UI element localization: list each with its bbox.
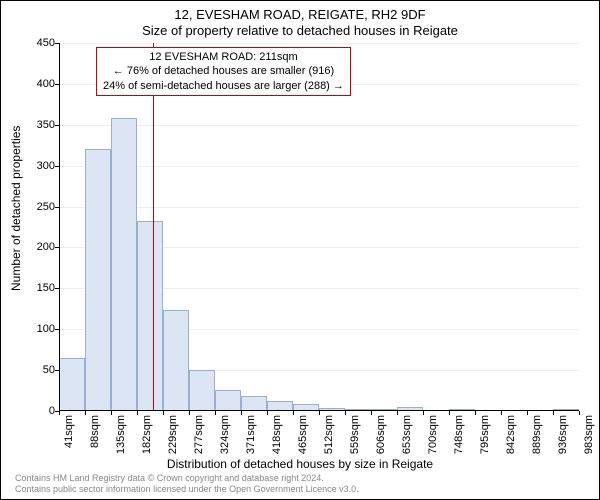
chart-container: 12, EVESHAM ROAD, REIGATE, RH2 9DF Size …	[0, 0, 600, 500]
histogram-bar	[59, 358, 85, 411]
x-tick-label: 842sqm	[505, 415, 517, 454]
y-axis-label: Number of detached properties	[9, 126, 23, 291]
x-tick-label: 512sqm	[323, 415, 335, 454]
x-tick-label: 135sqm	[115, 415, 127, 454]
page-title-subtitle: Size of property relative to detached ho…	[1, 23, 599, 38]
x-tick-label: 324sqm	[219, 415, 231, 454]
x-tick-label: 983sqm	[583, 415, 595, 454]
x-tick-label: 88sqm	[89, 415, 101, 448]
x-tick-mark	[423, 411, 424, 415]
y-tick-label: 50	[43, 364, 55, 376]
histogram-bar	[163, 310, 189, 411]
x-tick-mark	[475, 411, 476, 415]
callout-line3: 24% of semi-detached houses are larger (…	[103, 79, 344, 93]
x-tick-mark	[397, 411, 398, 415]
y-tick-label: 300	[37, 160, 55, 172]
x-tick-label: 795sqm	[479, 415, 491, 454]
footer-attribution: Contains HM Land Registry data © Crown c…	[15, 473, 359, 495]
x-tick-mark	[85, 411, 86, 415]
x-tick-mark	[111, 411, 112, 415]
x-axis-label: Distribution of detached houses by size …	[1, 457, 599, 471]
x-tick-mark	[293, 411, 294, 415]
y-tick-label: 100	[37, 323, 55, 335]
x-tick-mark	[267, 411, 268, 415]
x-tick-label: 371sqm	[245, 415, 257, 454]
histogram-bar	[241, 396, 267, 411]
x-tick-label: 748sqm	[453, 415, 465, 454]
x-tick-label: 559sqm	[349, 415, 361, 454]
x-tick-mark	[579, 411, 580, 415]
x-tick-mark	[371, 411, 372, 415]
x-tick-mark	[449, 411, 450, 415]
x-tick-label: 418sqm	[271, 415, 283, 454]
footer-line1: Contains HM Land Registry data © Crown c…	[15, 473, 359, 484]
x-tick-mark	[215, 411, 216, 415]
footer-line2: Contains public sector information licen…	[15, 484, 359, 495]
x-tick-mark	[189, 411, 190, 415]
gridline	[59, 207, 579, 208]
x-tick-mark	[345, 411, 346, 415]
x-tick-label: 936sqm	[557, 415, 569, 454]
x-tick-mark	[527, 411, 528, 415]
callout-line2: ← 76% of detached houses are smaller (91…	[103, 64, 344, 78]
y-tick-label: 400	[37, 78, 55, 90]
histogram-bar	[215, 390, 241, 411]
callout-line1: 12 EVESHAM ROAD: 211sqm	[103, 50, 344, 64]
x-tick-label: 182sqm	[141, 415, 153, 454]
histogram-bar	[137, 221, 163, 411]
x-tick-label: 41sqm	[63, 415, 75, 448]
x-tick-mark	[137, 411, 138, 415]
x-tick-mark	[553, 411, 554, 415]
x-tick-label: 889sqm	[531, 415, 543, 454]
plot-inner: 05010015020025030035040045041sqm88sqm135…	[59, 43, 579, 411]
marker-line	[153, 43, 154, 411]
y-tick-label: 200	[37, 241, 55, 253]
y-tick-label: 250	[37, 201, 55, 213]
callout-annotation: 12 EVESHAM ROAD: 211sqm ← 76% of detache…	[96, 47, 351, 96]
gridline	[59, 43, 579, 44]
x-tick-label: 229sqm	[167, 415, 179, 454]
gridline	[59, 125, 579, 126]
y-tick-label: 150	[37, 282, 55, 294]
x-tick-mark	[241, 411, 242, 415]
x-tick-label: 700sqm	[427, 415, 439, 454]
page-title-address: 12, EVESHAM ROAD, REIGATE, RH2 9DF	[1, 7, 599, 22]
histogram-bar	[111, 118, 137, 411]
histogram-bar	[85, 149, 111, 411]
x-tick-mark	[501, 411, 502, 415]
chart-plot-area: 05010015020025030035040045041sqm88sqm135…	[59, 43, 579, 411]
x-tick-label: 465sqm	[297, 415, 309, 454]
x-tick-mark	[163, 411, 164, 415]
y-tick-label: 0	[49, 405, 55, 417]
x-axis-line	[59, 410, 579, 411]
x-tick-label: 277sqm	[193, 415, 205, 454]
gridline	[59, 166, 579, 167]
x-tick-mark	[319, 411, 320, 415]
y-tick-label: 350	[37, 119, 55, 131]
x-tick-label: 606sqm	[375, 415, 387, 454]
y-axis-line	[59, 43, 60, 411]
x-tick-mark	[59, 411, 60, 415]
y-tick-label: 450	[37, 37, 55, 49]
histogram-bar	[189, 370, 215, 411]
x-tick-label: 653sqm	[401, 415, 413, 454]
